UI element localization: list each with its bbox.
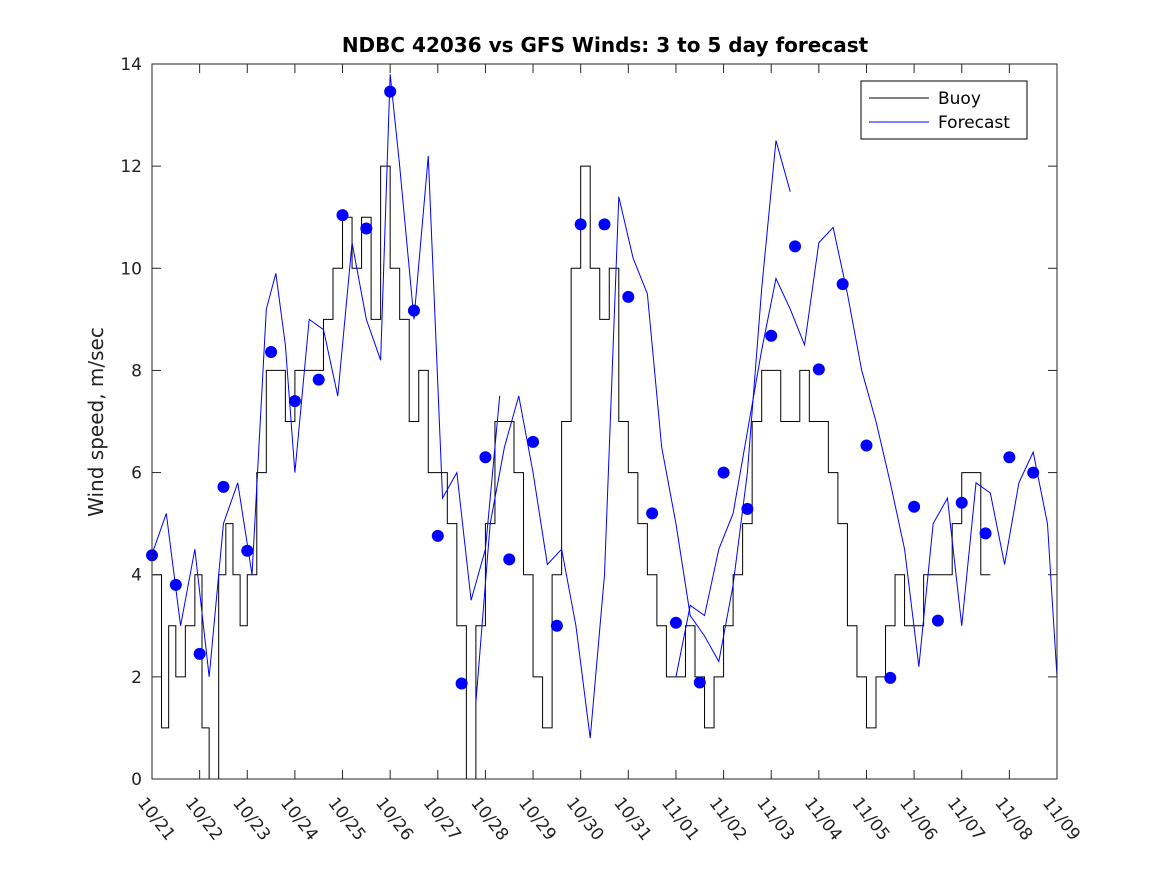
y-axis-label: Wind speed, m/sec — [84, 327, 108, 517]
forecast-marker — [574, 218, 587, 231]
forecast-marker — [217, 480, 230, 493]
x-tick-label: 10/30 — [562, 794, 608, 845]
forecast-marker — [955, 496, 968, 509]
forecast-line-1 — [151, 74, 501, 677]
forecast-marker — [527, 435, 540, 448]
y-tick-label: 6 — [131, 464, 142, 484]
x-tick-label: 10/26 — [371, 794, 417, 845]
y-tick-label: 14 — [120, 55, 142, 75]
x-tick-label: 10/22 — [181, 794, 227, 845]
forecast-marker — [193, 647, 206, 660]
plot-area — [152, 64, 1057, 779]
x-tick-label: 11/07 — [943, 794, 989, 845]
forecast-marker — [669, 616, 682, 629]
y-tick-label: 10 — [120, 259, 142, 279]
forecast-marker — [765, 329, 778, 342]
x-tick-label: 10/23 — [228, 794, 274, 845]
x-tick-label: 11/02 — [705, 794, 751, 845]
forecast-marker — [503, 553, 516, 566]
forecast-marker — [550, 619, 563, 632]
x-tick-label: 11/08 — [990, 794, 1036, 845]
x-tick-label: 11/06 — [895, 794, 941, 845]
forecast-marker — [622, 290, 635, 303]
y-tick-label: 4 — [131, 566, 142, 586]
forecast-marker — [312, 373, 325, 386]
forecast-marker — [884, 671, 897, 684]
forecast-marker — [169, 578, 182, 591]
forecast-marker — [789, 240, 802, 253]
forecast-marker — [598, 218, 611, 231]
x-tick-label: 10/25 — [324, 794, 370, 845]
forecast-marker — [693, 676, 706, 689]
y-tick-label: 2 — [131, 668, 142, 688]
y-tick-label: 8 — [131, 361, 142, 381]
forecast-marker — [431, 529, 444, 542]
forecast-marker — [265, 346, 278, 359]
legend: Buoy Forecast — [860, 80, 1028, 140]
plot-frame — [152, 64, 1057, 779]
forecast-marker — [479, 451, 492, 464]
forecast-marker — [360, 222, 373, 235]
x-tick-label: 11/04 — [800, 794, 846, 845]
x-tick-label: 11/01 — [657, 794, 703, 845]
x-tick-label: 10/21 — [133, 794, 179, 845]
forecast-marker — [336, 209, 349, 222]
forecast-marker-group — [146, 85, 1040, 690]
x-tick-label: 11/05 — [848, 794, 894, 845]
y-tick-label: 12 — [120, 157, 142, 177]
forecast-marker — [908, 500, 921, 513]
x-tick-label: 10/27 — [419, 794, 465, 845]
legend-buoy-label: Buoy — [938, 89, 981, 109]
x-tick-label: 11/09 — [1038, 794, 1084, 845]
forecast-line-2 — [475, 140, 791, 739]
x-tick-label: 10/28 — [466, 794, 512, 845]
forecast-marker — [384, 85, 397, 98]
forecast-marker — [288, 395, 301, 408]
forecast-line-3 — [675, 226, 1058, 677]
forecast-marker — [1027, 466, 1040, 479]
forecast-marker — [455, 677, 468, 690]
forecast-marker — [717, 466, 730, 479]
forecast-marker — [860, 439, 873, 452]
legend-box — [860, 80, 1028, 140]
x-tick-label: 10/31 — [609, 794, 655, 845]
forecast-marker — [931, 614, 944, 627]
x-tick-label: 10/24 — [276, 794, 322, 845]
forecast-marker — [836, 278, 849, 291]
x-tick-label: 10/29 — [514, 794, 560, 845]
buoy-line — [152, 165, 991, 780]
forecast-marker — [241, 544, 254, 557]
forecast-marker — [1003, 451, 1016, 464]
x-tick-label: 11/03 — [752, 794, 798, 845]
forecast-marker — [979, 527, 992, 540]
legend-forecast-label: Forecast — [938, 113, 1010, 133]
forecast-marker — [407, 304, 420, 317]
forecast-series-group — [151, 74, 1058, 739]
y-tick-label: 0 — [131, 770, 142, 790]
forecast-marker — [741, 502, 754, 515]
buoy-series — [152, 165, 991, 780]
forecast-marker — [812, 363, 825, 376]
forecast-marker — [646, 507, 659, 520]
chart-title: NDBC 42036 vs GFS Winds: 3 to 5 day fore… — [342, 33, 869, 57]
axes-box — [151, 63, 1058, 780]
